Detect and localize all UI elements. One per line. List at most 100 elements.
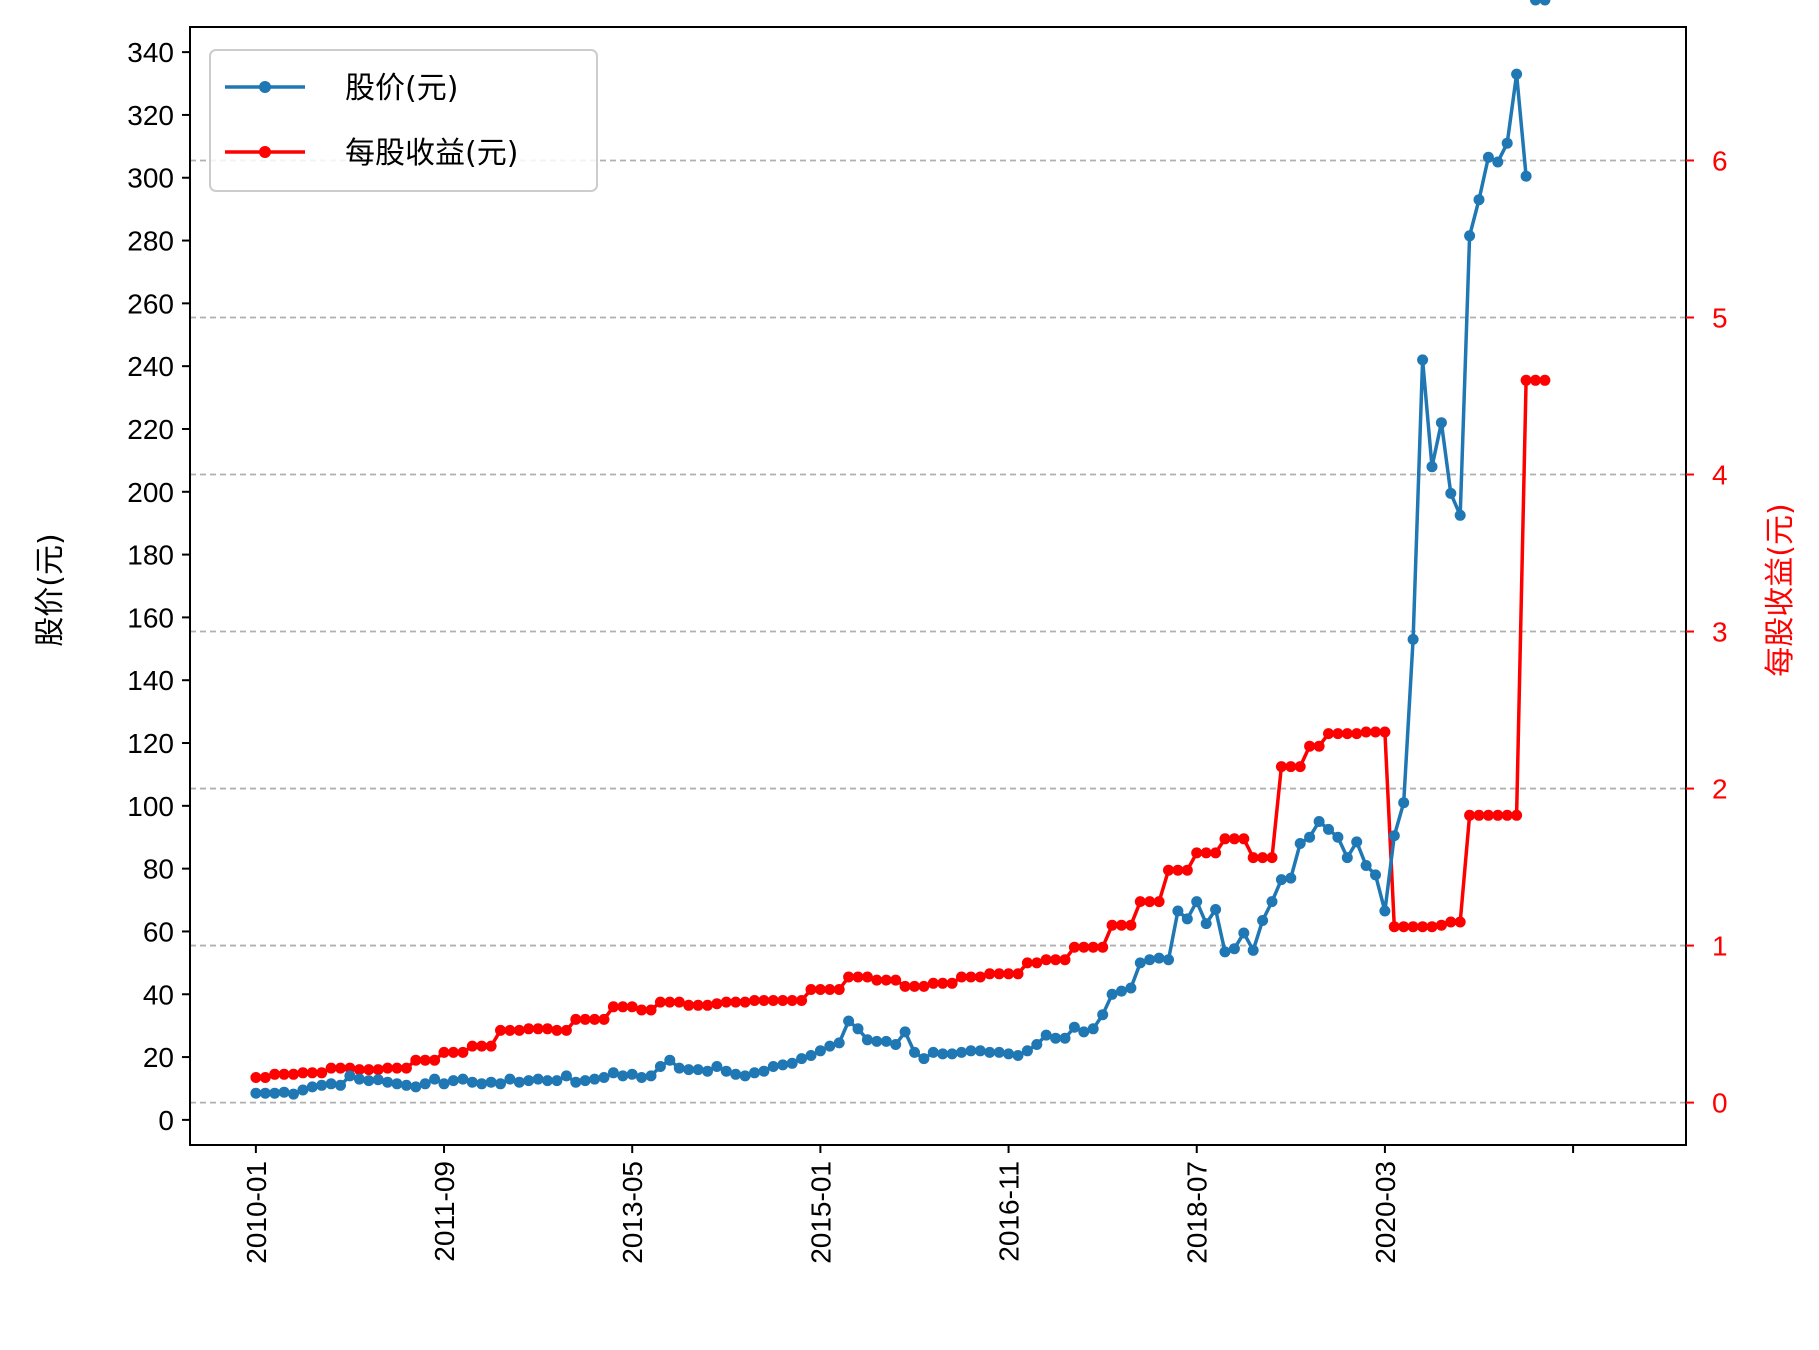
data-point-eps bbox=[890, 974, 902, 986]
data-point-eps bbox=[1144, 896, 1156, 908]
data-point-stock-price bbox=[269, 1087, 281, 1099]
data-point-stock-price bbox=[438, 1078, 450, 1090]
data-point-stock-price bbox=[626, 1068, 638, 1080]
data-point-stock-price bbox=[899, 1026, 911, 1038]
data-point-stock-price bbox=[1351, 836, 1363, 848]
data-point-stock-price bbox=[297, 1084, 309, 1096]
data-point-eps bbox=[400, 1062, 412, 1074]
data-point-stock-price bbox=[466, 1076, 478, 1088]
y-left-tick-label: 160 bbox=[127, 602, 174, 633]
data-point-stock-price bbox=[758, 1065, 770, 1077]
legend-marker-eps bbox=[259, 146, 271, 158]
data-point-eps bbox=[382, 1062, 394, 1074]
y-left-tick-label: 300 bbox=[127, 163, 174, 194]
data-point-stock-price bbox=[965, 1045, 977, 1057]
data-point-stock-price bbox=[767, 1061, 779, 1072]
data-point-stock-price bbox=[1473, 194, 1485, 206]
data-point-stock-price bbox=[1257, 915, 1269, 926]
data-point-eps bbox=[1087, 941, 1099, 953]
data-point-stock-price bbox=[1059, 1032, 1071, 1044]
data-point-stock-price bbox=[363, 1075, 375, 1087]
data-point-stock-price bbox=[636, 1072, 648, 1083]
data-point-stock-price bbox=[1454, 509, 1466, 521]
y-left-tick-label: 20 bbox=[143, 1042, 174, 1073]
legend-label-stock-price: 股价(元) bbox=[345, 71, 458, 106]
data-point-eps bbox=[1445, 916, 1457, 928]
data-point-stock-price bbox=[1464, 230, 1476, 242]
y-left-tick-label: 180 bbox=[127, 540, 174, 571]
data-point-eps bbox=[1454, 916, 1466, 928]
data-point-eps bbox=[833, 984, 845, 995]
data-point-eps bbox=[1492, 809, 1504, 821]
data-point-stock-price bbox=[1388, 830, 1400, 842]
data-point-eps bbox=[711, 998, 723, 1010]
data-point-stock-price bbox=[664, 1054, 676, 1066]
data-point-stock-price bbox=[1313, 816, 1325, 827]
data-point-eps bbox=[259, 1072, 271, 1083]
data-point-eps bbox=[956, 971, 967, 983]
data-point-stock-price bbox=[325, 1078, 337, 1090]
data-point-stock-price bbox=[1492, 156, 1504, 168]
data-point-stock-price bbox=[993, 1046, 1005, 1058]
data-point-stock-price bbox=[344, 1070, 356, 1082]
data-point-stock-price bbox=[824, 1040, 836, 1052]
data-point-stock-price bbox=[927, 1046, 939, 1058]
data-point-stock-price bbox=[598, 1072, 610, 1083]
y-left-tick-label: 280 bbox=[127, 226, 174, 257]
y-left-tick-label: 340 bbox=[127, 37, 174, 68]
data-point-eps bbox=[269, 1068, 281, 1080]
data-point-stock-price bbox=[937, 1048, 949, 1060]
data-point-eps bbox=[1012, 968, 1024, 980]
data-point-eps bbox=[654, 996, 666, 1008]
data-point-eps bbox=[1266, 852, 1278, 864]
data-point-eps bbox=[485, 1040, 497, 1052]
x-tick-label: 2010-01 bbox=[241, 1161, 272, 1264]
data-point-eps bbox=[495, 1024, 506, 1036]
data-point-eps bbox=[288, 1068, 299, 1080]
data-point-eps bbox=[1275, 761, 1287, 773]
data-point-eps bbox=[1106, 919, 1118, 931]
data-point-eps bbox=[749, 995, 760, 1006]
data-point-eps bbox=[1163, 864, 1174, 876]
data-point-stock-price bbox=[1116, 985, 1127, 997]
data-point-eps bbox=[1341, 728, 1353, 740]
data-point-eps bbox=[720, 996, 732, 1008]
y-left-tick-label: 200 bbox=[127, 477, 174, 508]
data-point-eps bbox=[927, 977, 939, 989]
data-point-eps bbox=[1426, 921, 1438, 933]
data-point-stock-price bbox=[1426, 461, 1438, 473]
data-point-eps bbox=[683, 999, 695, 1011]
data-point-eps bbox=[937, 977, 949, 989]
data-point-eps bbox=[1134, 896, 1146, 908]
data-point-stock-price bbox=[711, 1061, 723, 1072]
y-right-tick-label: 3 bbox=[1712, 617, 1728, 648]
data-point-stock-price bbox=[1482, 151, 1494, 163]
data-point-eps bbox=[523, 1023, 535, 1035]
data-point-eps bbox=[1351, 728, 1363, 740]
data-point-eps bbox=[363, 1064, 375, 1076]
data-point-eps bbox=[1153, 896, 1165, 908]
data-point-stock-price bbox=[1417, 354, 1429, 366]
data-point-stock-price bbox=[570, 1076, 582, 1088]
data-point-stock-price bbox=[890, 1039, 902, 1050]
data-point-stock-price bbox=[1097, 1009, 1109, 1021]
data-point-eps bbox=[589, 1013, 601, 1025]
data-point-eps bbox=[1304, 740, 1316, 752]
data-point-stock-price bbox=[1040, 1029, 1052, 1041]
data-point-eps bbox=[250, 1072, 262, 1083]
data-point-eps bbox=[1501, 809, 1513, 821]
data-point-eps bbox=[805, 984, 817, 995]
data-point-eps bbox=[965, 971, 977, 983]
data-point-eps bbox=[984, 968, 996, 980]
data-point-stock-price bbox=[523, 1075, 535, 1087]
data-point-stock-price bbox=[250, 1087, 262, 1099]
data-point-stock-price bbox=[1370, 869, 1381, 881]
data-point-stock-price bbox=[1106, 988, 1118, 1000]
data-point-stock-price bbox=[1275, 874, 1287, 886]
data-point-stock-price bbox=[1539, 0, 1551, 6]
data-point-stock-price bbox=[447, 1075, 459, 1087]
data-point-eps bbox=[796, 995, 808, 1006]
y-right-tick-label: 0 bbox=[1712, 1088, 1728, 1119]
y-left-tick-label: 140 bbox=[127, 665, 174, 696]
